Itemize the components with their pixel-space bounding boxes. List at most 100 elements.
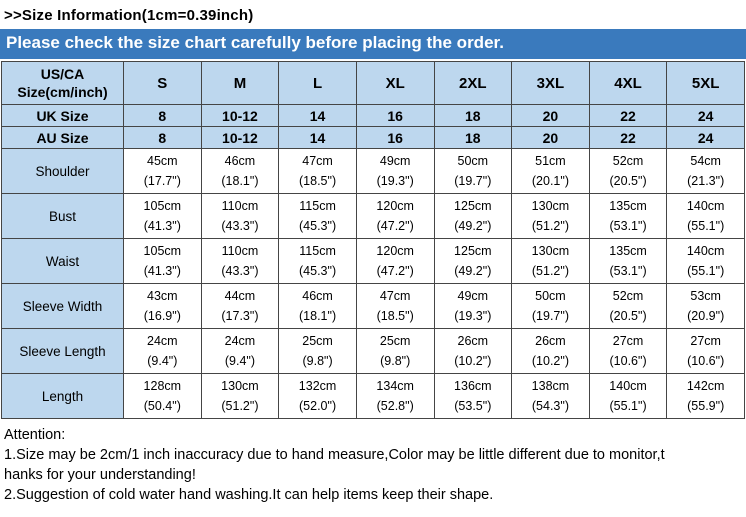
cm-value: 110cm: [221, 199, 259, 214]
header-row: US/CA Size(cm/inch) S M L XL 2XL 3XL 4XL…: [1, 61, 745, 106]
measurement-cell: 138cm (54.3"): [511, 373, 590, 420]
cm-value: 50cm: [457, 154, 489, 169]
uk-size-value: 22: [588, 104, 668, 128]
cm-value: 24cm: [224, 334, 256, 349]
measurement-cell: 25cm (9.8"): [278, 328, 357, 375]
inch-value: (20.5"): [609, 174, 647, 189]
cm-value: 125cm: [454, 199, 492, 214]
measurement-row-waist: Waist 105cm (41.3") 110cm (43.3") 115cm (45…: [1, 238, 745, 285]
cm-value: 140cm: [686, 244, 725, 259]
page-title: >>Size Information(1cm=0.39inch): [4, 7, 254, 24]
au-size-value: 10-12: [200, 126, 280, 150]
inch-value: (45.3"): [299, 219, 337, 234]
cm-value: 110cm: [221, 244, 259, 259]
size-col-header-2xl: 2XL: [433, 61, 513, 106]
measurement-row-shoulder: Shoulder 45cm (17.7") 46cm (18.1") 47cm (18…: [1, 148, 745, 195]
measurement-cell: 47cm (18.5"): [355, 283, 435, 330]
inch-value: (18.1"): [299, 309, 337, 324]
corner-header: US/CA Size(cm/inch): [1, 61, 124, 106]
inch-value: (10.2"): [531, 354, 569, 369]
inch-value: (16.9"): [143, 309, 181, 324]
measurement-cell: 49cm (19.3"): [433, 283, 513, 330]
cm-value: 135cm: [609, 244, 647, 259]
cm-value: 115cm: [299, 199, 336, 214]
au-size-label: AU Size: [1, 126, 124, 150]
cm-value: 27cm: [612, 334, 644, 349]
inch-value: (9.8"): [380, 354, 411, 369]
inch-value: (53.5"): [454, 399, 492, 414]
cm-value: 130cm: [221, 379, 259, 394]
uk-size-value: 16: [355, 104, 435, 128]
measurement-cell: 140cm (55.1"): [666, 238, 745, 285]
cm-value: 120cm: [376, 244, 414, 259]
inch-value: (18.1"): [221, 174, 259, 189]
au-size-value: 8: [123, 126, 202, 150]
cm-value: 142cm: [686, 379, 725, 394]
inch-value: (9.4"): [147, 354, 178, 369]
measurement-label: Waist: [1, 238, 124, 285]
size-col-header-xl: XL: [355, 61, 435, 106]
inch-value: (21.3"): [687, 174, 725, 189]
inch-value: (52.0"): [299, 399, 337, 414]
measurement-cell: 54cm (21.3"): [666, 148, 745, 195]
measurement-cell: 132cm (52.0"): [278, 373, 357, 420]
measurement-cell: 120cm (47.2"): [355, 238, 435, 285]
inch-value: (55.9"): [687, 399, 725, 414]
size-information-page: >>Size Information(1cm=0.39inch) Please …: [0, 7, 746, 504]
size-col-header-l: L: [278, 61, 357, 106]
uk-size-row: UK Size 8 10-12 14 16 18 20 22 24: [1, 104, 745, 128]
inch-value: (19.7"): [454, 174, 492, 189]
au-size-row: AU Size 8 10-12 14 16 18 20 22 24: [1, 126, 745, 150]
measurement-cell: 50cm (19.7"): [433, 148, 513, 195]
inch-value: (45.3"): [299, 264, 337, 279]
measurement-cell: 24cm (9.4"): [200, 328, 280, 375]
measurement-cell: 135cm (53.1"): [588, 193, 668, 240]
measurement-cell: 135cm (53.1"): [588, 238, 668, 285]
measurement-row-length: Length 128cm (50.4") 130cm (51.2") 132cm (5…: [1, 373, 745, 420]
measurement-cell: 51cm (20.1"): [511, 148, 590, 195]
measurement-label: Shoulder: [1, 148, 124, 195]
cm-value: 105cm: [143, 244, 182, 259]
size-col-header-3xl: 3XL: [511, 61, 590, 106]
measurement-cell: 115cm (45.3"): [278, 193, 357, 240]
inch-value: (9.4"): [224, 354, 255, 369]
uk-size-value: 18: [433, 104, 513, 128]
inch-value: (10.2"): [454, 354, 492, 369]
attention-line-2: 2.Suggestion of cold water hand washing.…: [4, 487, 494, 504]
measurement-cell: 46cm (18.1"): [278, 283, 357, 330]
measurement-cell: 142cm (55.9"): [666, 373, 745, 420]
uk-size-label: UK Size: [1, 104, 124, 128]
measurement-cell: 110cm (43.3"): [200, 238, 280, 285]
measurement-cell: 24cm (9.4"): [123, 328, 202, 375]
measurement-cell: 52cm (20.5"): [588, 148, 668, 195]
cm-value: 138cm: [531, 379, 570, 394]
cm-value: 128cm: [143, 379, 182, 394]
inch-value: (47.2"): [376, 219, 414, 234]
cm-value: 26cm: [535, 334, 566, 349]
cm-value: 47cm: [302, 154, 333, 169]
measurement-cell: 134cm (52.8"): [355, 373, 435, 420]
size-col-header-4xl: 4XL: [588, 61, 668, 106]
measurement-cell: 26cm (10.2"): [511, 328, 590, 375]
inch-value: (20.5"): [609, 309, 647, 324]
inch-value: (51.2"): [531, 219, 569, 234]
measurement-cell: 136cm (53.5"): [433, 373, 513, 420]
inch-value: (55.1"): [687, 219, 725, 234]
measurement-label: Length: [1, 373, 124, 420]
size-col-header-s: S: [123, 61, 202, 106]
measurement-label: Sleeve Length: [1, 328, 124, 375]
cm-value: 115cm: [299, 244, 336, 259]
measurement-cell: 130cm (51.2"): [200, 373, 280, 420]
inch-value: (18.5"): [376, 309, 414, 324]
cm-value: 136cm: [454, 379, 492, 394]
inch-value: (20.1"): [531, 174, 569, 189]
measurement-cell: 125cm (49.2"): [433, 238, 513, 285]
au-size-value: 18: [433, 126, 513, 150]
size-chart-table: US/CA Size(cm/inch) S M L XL 2XL 3XL 4XL…: [1, 61, 745, 420]
inch-value: (18.5"): [299, 174, 337, 189]
measurement-cell: 45cm (17.7"): [123, 148, 202, 195]
measurement-cell: 128cm (50.4"): [123, 373, 202, 420]
inch-value: (17.7"): [143, 174, 181, 189]
inch-value: (9.8"): [302, 354, 333, 369]
measurement-cell: 46cm (18.1"): [200, 148, 280, 195]
